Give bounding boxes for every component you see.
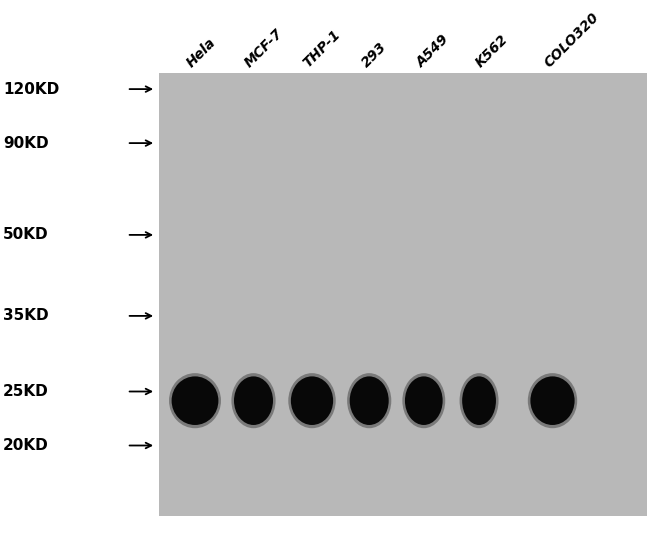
Ellipse shape: [234, 376, 273, 425]
Bar: [159, 73, 647, 516]
Text: 293: 293: [359, 40, 389, 70]
Text: K562: K562: [473, 32, 511, 70]
Text: 120KD: 120KD: [3, 82, 60, 97]
Ellipse shape: [169, 373, 221, 428]
Ellipse shape: [530, 376, 575, 425]
Text: 20KD: 20KD: [3, 438, 49, 453]
Ellipse shape: [402, 373, 445, 428]
Ellipse shape: [288, 373, 336, 428]
Text: A549: A549: [415, 32, 452, 70]
Ellipse shape: [291, 376, 333, 425]
Ellipse shape: [460, 373, 499, 428]
Ellipse shape: [347, 373, 391, 428]
Ellipse shape: [231, 373, 276, 428]
Ellipse shape: [528, 373, 577, 428]
Text: Hela: Hela: [184, 36, 218, 70]
Text: 50KD: 50KD: [3, 227, 49, 242]
Ellipse shape: [405, 376, 443, 425]
Text: 25KD: 25KD: [3, 384, 49, 399]
Text: MCF-7: MCF-7: [242, 26, 286, 70]
Text: 35KD: 35KD: [3, 308, 49, 323]
Text: COLO320: COLO320: [541, 10, 601, 70]
Text: 90KD: 90KD: [3, 136, 49, 151]
Ellipse shape: [172, 376, 218, 425]
Ellipse shape: [350, 376, 389, 425]
Ellipse shape: [462, 376, 496, 425]
Text: THP-1: THP-1: [301, 28, 343, 70]
